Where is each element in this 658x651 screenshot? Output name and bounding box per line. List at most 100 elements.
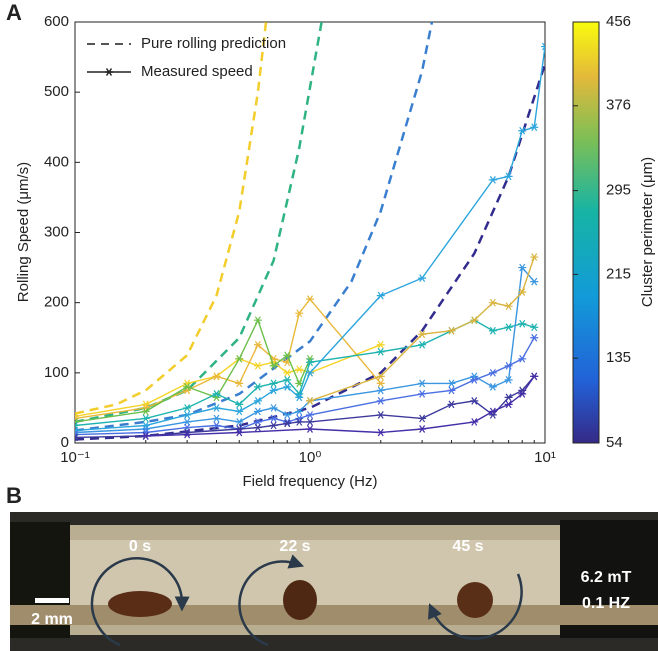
data-point <box>235 425 244 433</box>
data-point <box>283 419 292 428</box>
data-point <box>295 407 304 416</box>
data-point <box>235 418 244 426</box>
data-point <box>530 277 539 286</box>
data-point <box>306 418 314 426</box>
data-point <box>283 368 292 377</box>
cluster <box>457 582 493 618</box>
data-point <box>212 404 221 412</box>
data-point <box>212 390 221 398</box>
y-tick-label: 600 <box>44 13 69 30</box>
photo: B 0 s 22 s 45 s 6.2 mT 0.1 HZ 2 mm <box>6 483 658 651</box>
data-point <box>253 361 262 370</box>
data-point <box>183 411 192 419</box>
data-point <box>376 428 385 437</box>
data-point <box>530 323 539 332</box>
data-point <box>447 379 456 388</box>
y-axis-label: Rolling Speed (μm/s) <box>15 162 32 302</box>
rotation-arrow <box>238 554 305 647</box>
data-point <box>518 319 527 328</box>
data-point <box>295 365 304 374</box>
data-point <box>504 376 513 384</box>
data-point <box>418 274 427 282</box>
data-point <box>253 397 262 405</box>
data-point <box>518 288 527 296</box>
data-point <box>306 425 314 433</box>
data-point <box>269 386 278 395</box>
data-point <box>183 430 192 439</box>
data-point <box>235 354 244 363</box>
rotation-arrow <box>90 557 190 647</box>
data-point <box>141 407 150 416</box>
data-point <box>141 425 150 433</box>
data-point <box>447 326 456 335</box>
data-point <box>504 172 513 181</box>
data-point <box>488 383 497 391</box>
data-point <box>530 333 539 342</box>
data-point <box>75 414 79 423</box>
scale-bar <box>35 598 69 603</box>
data-point <box>235 400 244 409</box>
data-point <box>306 295 314 304</box>
data-point <box>269 414 278 423</box>
data-point <box>141 414 150 423</box>
data-point <box>212 421 221 430</box>
cluster <box>283 580 317 620</box>
data-point <box>253 316 262 325</box>
y-tick-label: 200 <box>44 294 69 311</box>
data-point <box>283 383 292 391</box>
data-point <box>235 407 244 416</box>
x-axis-label: Field frequency (Hz) <box>242 473 377 490</box>
legend-marker <box>105 68 113 76</box>
data-point <box>518 390 527 398</box>
data-point <box>283 376 292 384</box>
colorbar-tick-label: 456 <box>606 13 631 30</box>
y-tick-label: 400 <box>44 153 69 170</box>
data-point <box>283 411 292 419</box>
data-point <box>488 176 497 184</box>
colorbar-tick-label: 54 <box>606 434 623 451</box>
data-point <box>295 414 304 423</box>
data-point <box>376 340 385 349</box>
tube-floor <box>10 605 658 625</box>
data-point <box>376 379 385 388</box>
data-point <box>212 372 221 381</box>
data-point <box>488 368 497 377</box>
time-label: 0 s <box>129 538 151 555</box>
data-point <box>504 393 513 402</box>
x-tick-label: 10⁰ <box>299 449 322 466</box>
data-point <box>530 253 539 261</box>
panel-label: B <box>6 483 22 508</box>
data-point <box>212 414 221 423</box>
data-point <box>235 428 244 437</box>
data-point <box>418 379 427 388</box>
data-point <box>295 379 304 388</box>
data-point <box>470 397 479 405</box>
data-point <box>447 400 456 409</box>
data-point <box>447 386 456 395</box>
data-point <box>518 354 527 363</box>
measured-line <box>75 265 535 434</box>
x-tick-label: 10⁻¹ <box>60 449 90 466</box>
data-point <box>183 383 192 391</box>
panel-label: A <box>6 0 22 25</box>
data-point <box>141 428 150 437</box>
data-point <box>269 361 278 370</box>
data-point <box>488 298 497 307</box>
x-tick-label: 10¹ <box>534 449 556 466</box>
data-point <box>306 358 314 367</box>
time-label: 45 s <box>452 538 483 555</box>
data-point <box>253 340 262 349</box>
colorbar <box>572 21 600 444</box>
data-point <box>141 421 150 430</box>
data-point <box>283 351 292 360</box>
data-point <box>75 433 79 442</box>
data-point <box>306 411 314 419</box>
measured-line <box>75 337 535 436</box>
data-point <box>295 393 304 402</box>
data-point <box>418 340 427 349</box>
colorbar-label: Cluster perimeter (μm) <box>639 157 656 307</box>
legend-label: Pure rolling prediction <box>141 35 286 52</box>
data-point <box>418 425 427 433</box>
series-group <box>75 22 545 442</box>
